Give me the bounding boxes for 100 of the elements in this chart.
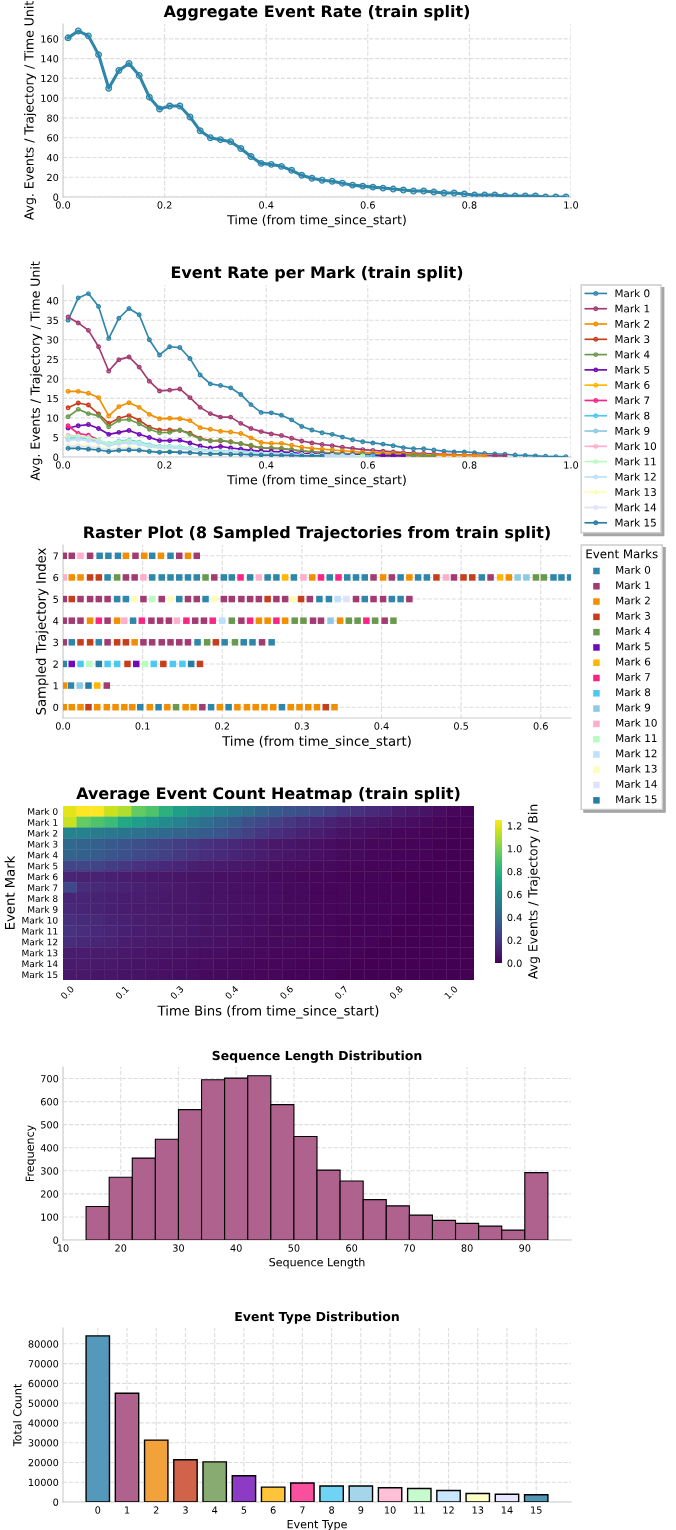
x-tick-label: 0.8 [462, 461, 477, 469]
x-tick-label: 3 [183, 1506, 188, 1514]
y-tick-label: Mark 13 [22, 949, 58, 957]
y-tick-label: 2 [53, 660, 58, 668]
y-tick-label: 700 [41, 1075, 59, 1083]
y-tick-label: 20000 [28, 1458, 59, 1467]
y-axis-title: Avg. Events / Trajectory / Time Unit [24, 1, 37, 221]
y-tick-label: 1 [53, 682, 58, 690]
x-axis-title: Time (from time_since_start) [227, 214, 406, 228]
x-tick-label: 0 [95, 1506, 101, 1514]
legend-label: Mark 2 [616, 596, 650, 605]
y-tick-label: Mark 0 [28, 808, 58, 815]
y-tick-label: 0 [53, 703, 59, 712]
chart-title: Sequence Length Distribution [212, 1050, 422, 1063]
legend-label: Mark 5 [616, 642, 650, 651]
x-tick-label: 0.4 [374, 722, 389, 730]
y-tick-label: 3 [53, 638, 59, 647]
legend-label: Mark 12 [616, 749, 657, 758]
y-tick-label: Mark 2 [28, 829, 58, 837]
y-tick-label: Mark 11 [22, 927, 58, 935]
x-tick-label: 0.3 [294, 722, 309, 730]
legend-label: Mark 10 [616, 718, 657, 727]
x-tick-label: 4 [212, 1506, 218, 1514]
color-bar-label: 0.2 [507, 936, 522, 944]
legend-label: Mark 11 [616, 733, 657, 743]
x-tick-label: 0.3 [169, 985, 184, 1000]
y-tick-label: 7 [53, 552, 58, 560]
legend-label: Mark 7 [616, 672, 650, 681]
x-tick-label: 0.2 [157, 461, 172, 469]
y-axis-title: Avg. Events / Trajectory / Time Unit [30, 261, 43, 481]
y-tick-label: 5 [53, 434, 58, 442]
legend-label: Mark 0 [616, 565, 651, 574]
y-tick-label: 0 [53, 1498, 59, 1506]
x-tick-label: 0.8 [389, 985, 404, 1000]
x-tick-label: 0.6 [360, 461, 375, 469]
y-tick-label: Mark 4 [28, 851, 58, 859]
legend-label: Mark 14 [615, 503, 657, 512]
x-tick-label: 13 [472, 1506, 484, 1514]
x-tick-label: 40 [230, 1244, 242, 1252]
x-tick-label: 0.4 [224, 985, 239, 1000]
y-tick-label: 30000 [28, 1439, 59, 1447]
color-bar-label: 0.8 [507, 867, 522, 876]
y-tick-label: 160 [41, 35, 59, 43]
legend-label: Mark 15 [616, 795, 657, 804]
x-tick-label: 5 [241, 1506, 247, 1514]
y-tick-label: 40 [46, 297, 59, 305]
legend-label: Mark 8 [616, 688, 651, 697]
x-tick-label: 1.0 [444, 985, 458, 1000]
legend-label: Mark 6 [616, 657, 651, 666]
x-tick-label: 0.1 [115, 985, 129, 1000]
color-bar-label: 0.0 [507, 959, 522, 967]
color-bar-title: Avg Events / Trajectory / Bin [527, 804, 540, 980]
x-tick-label: 8 [329, 1506, 335, 1514]
y-tick-label: Mark 8 [28, 895, 58, 902]
x-tick-label: 1.0 [564, 201, 579, 209]
y-tick-label: Mark 14 [22, 960, 58, 968]
x-axis-title: Time (from time_since_start) [227, 474, 406, 488]
x-tick-label: 20 [115, 1244, 127, 1252]
x-tick-label: 0.0 [55, 461, 71, 469]
y-tick-label: 30 [47, 336, 59, 344]
x-tick-label: 0.6 [279, 985, 294, 1000]
x-tick-label: 0.4 [259, 201, 274, 209]
y-tick-label: 600 [40, 1098, 59, 1106]
y-tick-label: 80 [47, 114, 59, 122]
x-tick-label: 12 [443, 1506, 454, 1514]
x-tick-label: 0.8 [462, 201, 477, 209]
y-tick-label: Mark 3 [28, 840, 58, 848]
x-tick-label: 0.7 [334, 985, 349, 1000]
x-tick-label: 90 [519, 1244, 531, 1252]
y-tick-label: 0 [53, 1236, 59, 1244]
y-tick-label: 25 [47, 355, 58, 364]
y-tick-label: Mark 7 [28, 884, 58, 892]
legend-label: Mark 4 [615, 350, 650, 359]
chart-title: Event Rate per Mark (train split) [171, 265, 463, 282]
y-tick-label: 60 [47, 134, 59, 142]
legend-label: Mark 9 [615, 426, 650, 435]
y-tick-label: 120 [41, 74, 59, 83]
x-tick-label: 0.2 [157, 201, 172, 209]
legend-title: Event Marks [586, 549, 658, 559]
y-tick-label: Mark 10 [22, 916, 58, 924]
y-tick-label: 15 [47, 394, 58, 403]
x-tick-label: 0.0 [60, 985, 75, 1000]
legend-label: Mark 12 [615, 472, 656, 481]
chart-title: Event Type Distribution [235, 1311, 399, 1324]
chart-title: Aggregate Event Rate (train split) [163, 4, 470, 21]
legend-label: Mark 15 [615, 518, 656, 527]
y-tick-label: 70000 [28, 1360, 59, 1368]
y-tick-label: 300 [41, 1167, 59, 1175]
y-tick-label: 100 [41, 1213, 59, 1221]
x-tick-label: 7 [300, 1506, 305, 1514]
x-tick-label: 6 [270, 1506, 276, 1514]
y-tick-label: 35 [47, 316, 58, 325]
legend-label: Mark 5 [615, 365, 650, 374]
legend-label: Mark 3 [616, 611, 650, 620]
y-tick-label: 200 [40, 1190, 59, 1198]
y-tick-label: 6 [53, 573, 59, 582]
y-tick-label: 60000 [28, 1379, 59, 1388]
legend-label: Mark 9 [616, 703, 651, 712]
y-tick-label: 140 [41, 55, 59, 63]
legend-label: Mark 0 [615, 289, 650, 298]
